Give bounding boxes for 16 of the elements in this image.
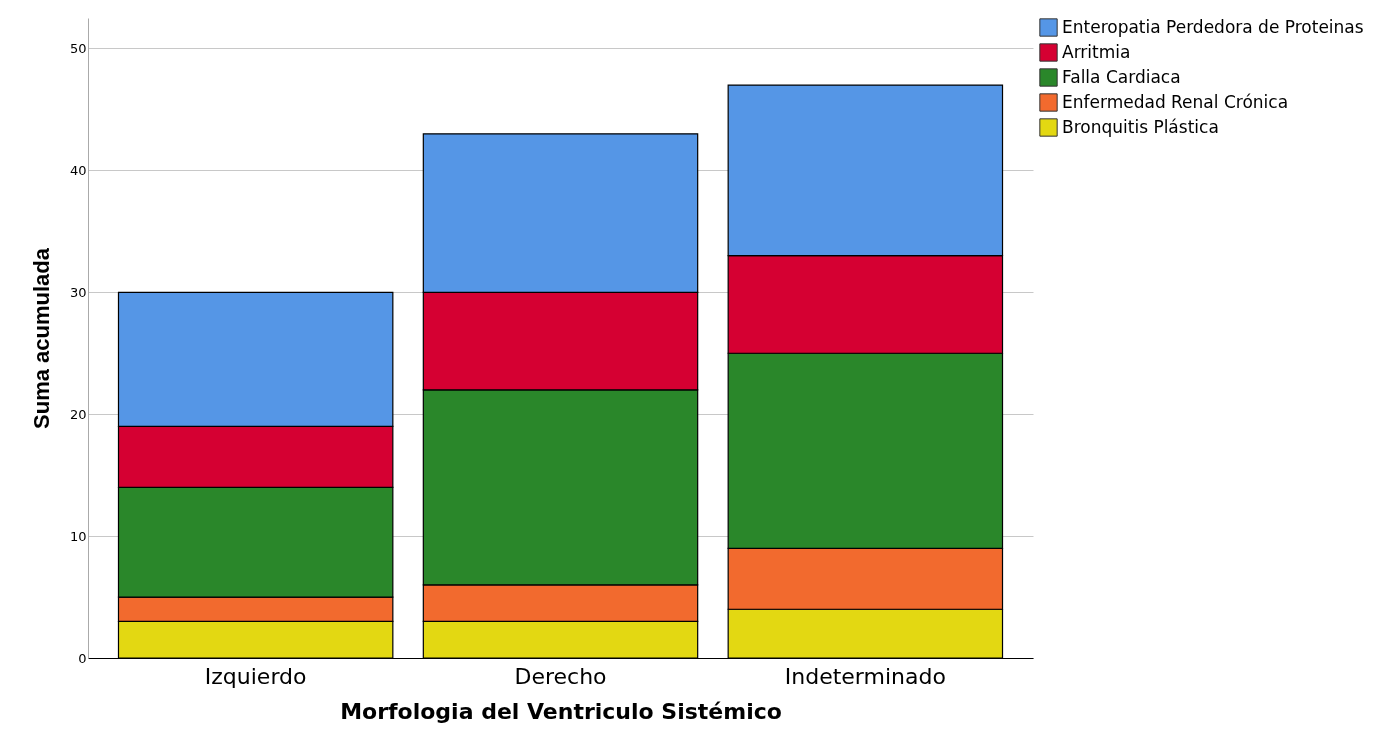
y-axis-title: Suma acumulada [28,247,54,429]
legend-label: Falla Cardiaca [1062,66,1181,87]
x-tick-label: Indeterminado [784,663,946,689]
y-tick-label: 20 [69,406,87,422]
y-tick-label: 50 [69,40,87,56]
y-tick-label: 30 [69,284,87,300]
x-tick-label: Derecho [514,663,607,689]
legend-label: Bronquitis Plástica [1062,116,1219,137]
x-axis-title: Morfologia del Ventriculo Sistémico [340,698,782,724]
y-tick-label: 10 [69,528,87,544]
legend-label: Enteropatia Perdedora de Proteinas [1062,16,1364,37]
y-tick-label: 40 [69,162,87,178]
x-tick-label: Izquierdo [204,663,307,689]
y-tick-label: 0 [78,650,87,666]
legend-label: Arritmia [1062,41,1131,62]
legend-label: Enfermedad Renal Crónica [1062,91,1289,112]
